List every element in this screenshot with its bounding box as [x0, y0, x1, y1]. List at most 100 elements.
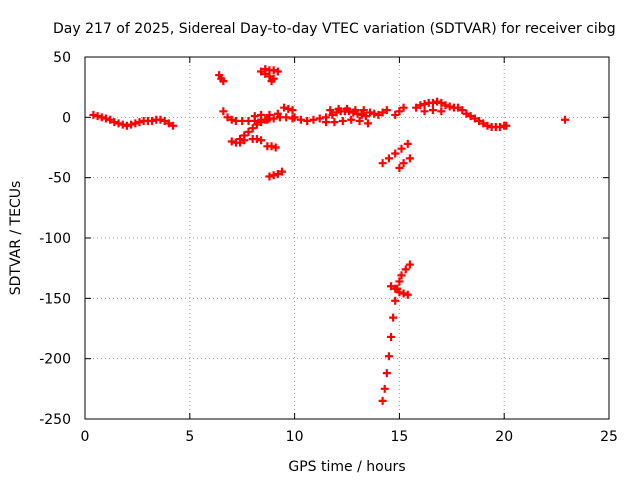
- data-point: [265, 110, 274, 119]
- data-point: [428, 106, 437, 115]
- data-point: [257, 118, 266, 127]
- data-point: [131, 119, 140, 128]
- data-point: [403, 290, 412, 299]
- data-point: [378, 396, 387, 405]
- data-point: [328, 110, 337, 119]
- data-point: [261, 115, 270, 124]
- x-axis-label: GPS time / hours: [288, 459, 405, 475]
- data-point: [496, 122, 505, 131]
- data-point: [395, 164, 404, 173]
- data-point: [315, 114, 324, 123]
- data-point: [380, 384, 389, 393]
- data-point: [265, 172, 274, 181]
- data-point: [257, 136, 266, 145]
- data-point: [101, 114, 110, 123]
- data-point: [106, 115, 115, 124]
- data-point: [475, 116, 484, 125]
- data-point: [227, 115, 236, 124]
- data-point: [273, 109, 282, 118]
- data-point: [278, 167, 287, 176]
- data-point: [343, 104, 351, 113]
- chart-title: Day 217 of 2025, Sidereal Day-to-day VTE…: [53, 21, 616, 37]
- data-point: [466, 112, 475, 121]
- data-point: [454, 103, 463, 112]
- data-point: [223, 113, 232, 122]
- data-point: [395, 277, 404, 286]
- data-point: [322, 118, 331, 127]
- y-tick-label: -100: [39, 231, 71, 247]
- data-point: [387, 332, 396, 341]
- data-point: [240, 131, 249, 140]
- data-point: [470, 114, 479, 123]
- data-point: [257, 110, 266, 119]
- data-point: [483, 121, 492, 130]
- data-point: [280, 103, 289, 112]
- x-tick-label: 10: [286, 429, 304, 445]
- data-point: [227, 137, 236, 146]
- data-point: [355, 116, 364, 125]
- data-point: [257, 67, 266, 76]
- data-point: [156, 115, 165, 124]
- data-point: [347, 115, 356, 124]
- data-point: [382, 369, 391, 378]
- data-point: [89, 110, 98, 119]
- data-point: [399, 103, 408, 112]
- data-point: [420, 107, 429, 116]
- data-point: [416, 101, 425, 110]
- data-point: [219, 107, 228, 116]
- y-tick-label: -250: [39, 412, 71, 428]
- data-point: [250, 112, 259, 121]
- y-tick-label: 0: [62, 110, 71, 126]
- data-point: [271, 143, 280, 152]
- data-point: [405, 260, 414, 269]
- data-point: [502, 121, 511, 130]
- data-point: [384, 154, 393, 163]
- data-point: [395, 107, 404, 116]
- data-point: [359, 106, 368, 115]
- data-point: [370, 109, 379, 118]
- data-point: [267, 142, 276, 151]
- data-point: [397, 144, 406, 153]
- data-point: [458, 106, 467, 115]
- x-tick-label: 5: [185, 429, 194, 445]
- data-point: [244, 127, 253, 136]
- data-point: [374, 110, 383, 119]
- data-point: [403, 139, 412, 148]
- data-point: [248, 124, 257, 133]
- data-point: [391, 149, 400, 158]
- data-point: [326, 106, 335, 115]
- data-point: [389, 313, 398, 322]
- data-point: [252, 120, 261, 129]
- data-point: [378, 159, 387, 168]
- axis-ticks: 0 5 10 15 20 25 -250 -200 -150 -100 -50 0 50: [39, 50, 618, 445]
- data-point: [560, 115, 569, 124]
- data-point: [334, 104, 343, 113]
- data-point: [252, 135, 261, 144]
- y-tick-label: -150: [39, 291, 71, 307]
- x-tick-label: 20: [495, 429, 513, 445]
- data-point: [378, 108, 387, 117]
- data-point: [437, 107, 446, 116]
- data-point: [269, 171, 278, 180]
- data-point: [164, 119, 173, 128]
- data-point: [462, 109, 471, 118]
- data-point: [273, 170, 282, 179]
- data-point: [412, 103, 421, 112]
- data-point: [290, 113, 299, 122]
- data-point: [395, 288, 404, 297]
- y-tick-label: 50: [53, 50, 71, 66]
- data-point: [445, 102, 454, 111]
- data-point: [330, 118, 339, 127]
- x-tick-label: 0: [81, 429, 90, 445]
- data-point: [93, 112, 102, 121]
- data-point: [273, 67, 282, 76]
- data-point: [391, 296, 400, 305]
- data-point: [122, 121, 131, 130]
- data-point: [267, 77, 276, 86]
- data-point: [114, 119, 123, 128]
- data-point: [282, 113, 291, 122]
- data-point: [97, 113, 106, 122]
- x-tick-label: 25: [600, 429, 618, 445]
- y-tick-label: -50: [48, 171, 71, 187]
